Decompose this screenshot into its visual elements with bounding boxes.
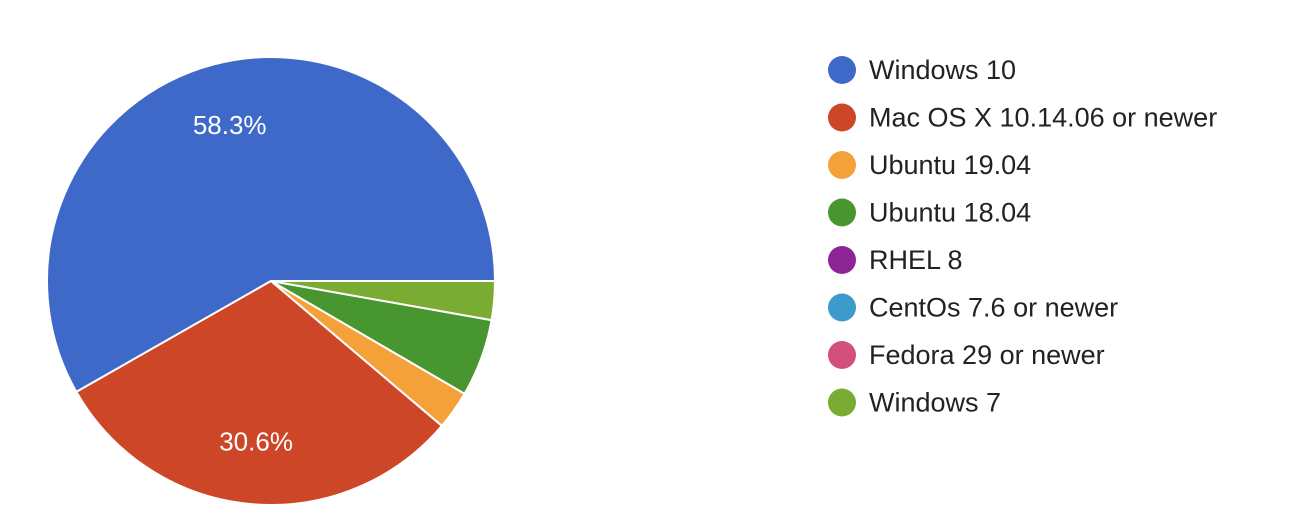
legend-swatch [828, 293, 856, 322]
legend-swatch [828, 103, 856, 132]
legend-swatch [828, 151, 856, 179]
pie-value-labels: 58.3% 30.6% [193, 110, 293, 457]
legend-item-windows-7[interactable]: Windows 7 [828, 388, 1001, 418]
legend-item-mac-os-x-10-14-06-or-newer[interactable]: Mac OS X 10.14.06 or newer [828, 103, 1217, 133]
legend-label: Windows 10 [869, 55, 1016, 85]
legend-label: Mac OS X 10.14.06 or newer [869, 103, 1217, 133]
legend-item-windows-10[interactable]: Windows 10 [828, 55, 1016, 85]
legend-item-ubuntu-19-04[interactable]: Ubuntu 19.04 [828, 150, 1031, 180]
legend-label: CentOs 7.6 or newer [869, 293, 1118, 323]
slice-label-mac-os-x-10-14-06-or-newer: 30.6% [219, 427, 293, 457]
legend-item-fedora-29-or-newer[interactable]: Fedora 29 or newer [828, 340, 1105, 370]
pie-slice-windows-7 [270, 280, 496, 322]
pie-slice-mac-os-x-10-14-06-or-newer [75, 280, 443, 506]
legend-item-ubuntu-18-04[interactable]: Ubuntu 18.04 [828, 198, 1031, 228]
legend-label: RHEL 8 [869, 245, 963, 275]
legend-swatch [828, 246, 856, 274]
slice-label-windows-10: 58.3% [193, 110, 267, 140]
legend-item-rhel-8[interactable]: RHEL 8 [828, 245, 963, 275]
pie-slice-windows-10 [46, 56, 496, 393]
legend-swatch [828, 56, 856, 84]
legend-label: Windows 7 [869, 388, 1001, 418]
pie-slices [46, 56, 496, 506]
legend-label: Fedora 29 or newer [869, 340, 1105, 370]
legend-swatch [828, 341, 856, 369]
legend-swatch [828, 388, 856, 417]
chart-legend: Windows 10 Mac OS X 10.14.06 or newer Ubun… [828, 55, 1217, 418]
legend-swatch [828, 198, 856, 227]
legend-label: Ubuntu 18.04 [869, 198, 1031, 228]
legend-label: Ubuntu 19.04 [869, 150, 1031, 180]
legend-item-centos-7-6-or-newer[interactable]: CentOs 7.6 or newer [828, 293, 1118, 323]
